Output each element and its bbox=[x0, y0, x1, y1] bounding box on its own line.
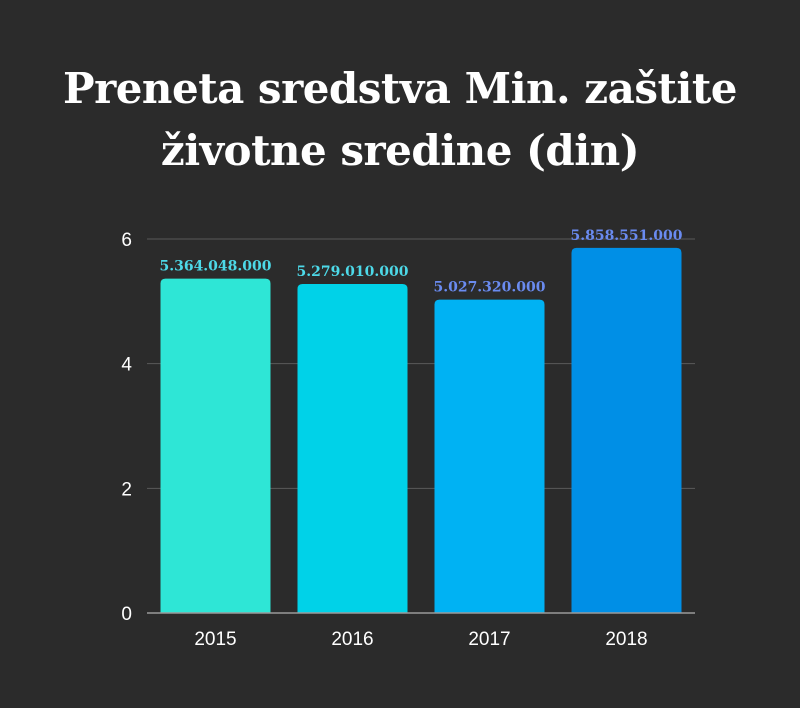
x-tick-label: 2015 bbox=[194, 629, 236, 650]
bar bbox=[297, 283, 408, 613]
bar bbox=[160, 278, 271, 613]
data-label: 5.279.010.000 bbox=[296, 264, 408, 280]
y-tick-label: 2 bbox=[121, 479, 132, 500]
bar bbox=[434, 299, 545, 613]
x-tick-label: 2017 bbox=[468, 629, 510, 650]
x-tick-label: 2016 bbox=[331, 629, 373, 650]
data-label: 5.027.320.000 bbox=[433, 280, 545, 296]
chart-title-line-2: životne sredine (din) bbox=[160, 126, 640, 175]
y-tick-label: 6 bbox=[121, 230, 132, 251]
y-tick-label: 0 bbox=[121, 604, 132, 625]
y-tick-label: 4 bbox=[121, 355, 132, 376]
data-label: 5.364.048.000 bbox=[159, 259, 271, 275]
x-tick-label: 2018 bbox=[605, 629, 647, 650]
bar bbox=[571, 247, 682, 613]
chart-title-line-1: Preneta sredstva Min. zaštite bbox=[63, 64, 738, 113]
data-label: 5.858.551.000 bbox=[570, 228, 682, 244]
chart-title: Preneta sredstva Min. zaštite životne sr… bbox=[0, 58, 800, 182]
